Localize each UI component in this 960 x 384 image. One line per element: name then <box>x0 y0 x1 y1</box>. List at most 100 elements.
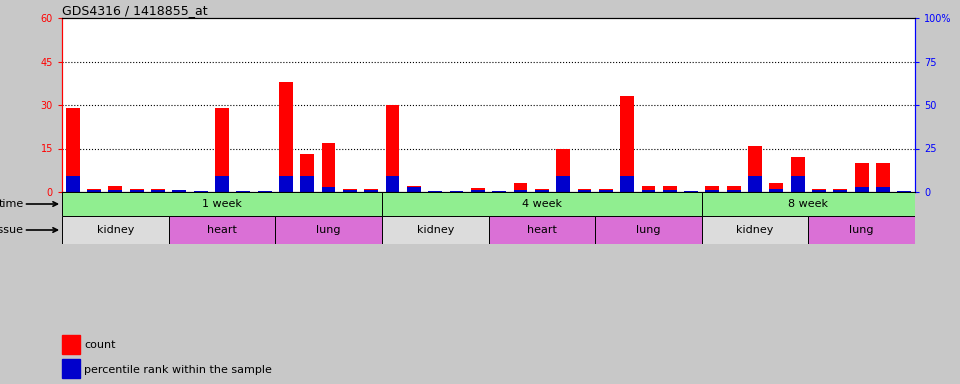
Text: 1 week: 1 week <box>202 199 242 209</box>
Bar <box>62 216 169 244</box>
Bar <box>382 192 702 216</box>
Bar <box>620 176 634 192</box>
Bar <box>535 190 549 192</box>
Bar <box>87 190 101 192</box>
Bar <box>169 216 276 244</box>
Bar <box>702 192 915 216</box>
Bar <box>449 190 464 192</box>
Bar <box>215 176 228 192</box>
Bar <box>595 216 702 244</box>
Text: kidney: kidney <box>736 225 774 235</box>
Bar <box>578 189 591 192</box>
Bar <box>108 190 122 192</box>
Text: lung: lung <box>316 225 341 235</box>
Bar <box>364 189 378 192</box>
Bar <box>215 108 228 192</box>
Bar <box>173 190 186 192</box>
Bar <box>65 108 80 192</box>
Bar <box>151 189 165 192</box>
Bar <box>257 190 272 192</box>
Bar <box>514 183 527 192</box>
Bar <box>386 105 399 192</box>
Bar <box>812 189 826 192</box>
Bar <box>257 191 272 192</box>
Bar <box>748 146 762 192</box>
Bar <box>173 190 186 192</box>
Bar <box>854 187 869 192</box>
Bar <box>833 189 848 192</box>
Bar <box>489 216 595 244</box>
Bar <box>62 359 81 378</box>
Bar <box>279 176 293 192</box>
Bar <box>706 190 719 192</box>
Bar <box>702 216 808 244</box>
Bar <box>898 191 911 192</box>
Bar <box>641 190 656 192</box>
Bar <box>62 335 81 354</box>
Bar <box>492 191 506 192</box>
Text: lung: lung <box>636 225 660 235</box>
Bar <box>599 189 612 192</box>
Bar <box>108 186 122 192</box>
Bar <box>449 191 464 192</box>
Bar <box>279 82 293 192</box>
Bar <box>854 163 869 192</box>
Bar <box>343 189 357 192</box>
Bar <box>791 176 804 192</box>
Text: count: count <box>84 341 116 351</box>
Bar <box>556 149 570 192</box>
Bar <box>322 143 335 192</box>
Bar <box>382 216 489 244</box>
Text: kidney: kidney <box>97 225 134 235</box>
Bar <box>833 190 848 192</box>
Bar <box>727 186 741 192</box>
Bar <box>662 190 677 192</box>
Bar <box>535 189 549 192</box>
Bar <box>428 190 443 192</box>
Bar <box>407 187 420 192</box>
Text: kidney: kidney <box>417 225 454 235</box>
Bar <box>492 190 506 192</box>
Bar <box>364 190 378 192</box>
Bar <box>322 187 335 192</box>
Bar <box>300 176 314 192</box>
Bar <box>471 188 485 192</box>
Bar <box>236 191 251 192</box>
Bar <box>808 216 915 244</box>
Text: time: time <box>0 199 58 209</box>
Bar <box>130 189 144 192</box>
Text: heart: heart <box>527 225 557 235</box>
Bar <box>471 190 485 192</box>
Bar <box>620 96 634 192</box>
Bar <box>770 189 783 192</box>
Bar <box>407 186 420 192</box>
Bar <box>791 157 804 192</box>
Bar <box>812 190 826 192</box>
Text: 4 week: 4 week <box>522 199 562 209</box>
Bar <box>87 189 101 192</box>
Bar <box>876 163 890 192</box>
Bar <box>556 176 570 192</box>
Bar <box>770 183 783 192</box>
Bar <box>276 216 382 244</box>
Text: percentile rank within the sample: percentile rank within the sample <box>84 364 273 374</box>
Bar <box>578 190 591 192</box>
Bar <box>62 192 382 216</box>
Bar <box>684 191 698 192</box>
Bar <box>599 190 612 192</box>
Bar <box>194 190 207 192</box>
Bar <box>151 190 165 192</box>
Text: heart: heart <box>207 225 237 235</box>
Bar <box>662 186 677 192</box>
Bar <box>876 187 890 192</box>
Text: GDS4316 / 1418855_at: GDS4316 / 1418855_at <box>62 4 207 17</box>
Bar <box>130 190 144 192</box>
Bar <box>300 154 314 192</box>
Bar <box>514 190 527 192</box>
Bar <box>898 190 911 192</box>
Bar <box>65 176 80 192</box>
Bar <box>386 176 399 192</box>
Text: lung: lung <box>850 225 874 235</box>
Text: 8 week: 8 week <box>788 199 828 209</box>
Text: tissue: tissue <box>0 225 58 235</box>
